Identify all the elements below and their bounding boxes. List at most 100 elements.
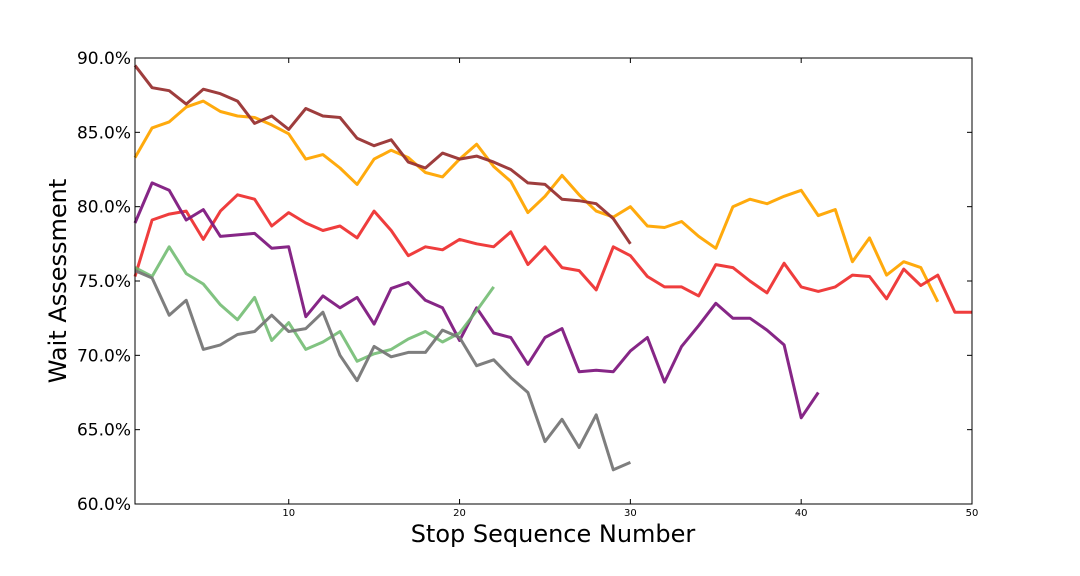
data-point xyxy=(424,351,427,354)
data-point xyxy=(202,348,205,351)
data-point xyxy=(287,321,290,324)
data-point xyxy=(612,370,615,373)
series-4 xyxy=(133,181,820,420)
data-point xyxy=(748,317,751,320)
data-point xyxy=(304,348,307,351)
data-point xyxy=(304,107,307,110)
data-point xyxy=(492,285,495,288)
data-point xyxy=(885,274,888,277)
data-point xyxy=(612,245,615,248)
data-point xyxy=(339,306,342,309)
y-tick-label: 65.0% xyxy=(77,421,131,441)
data-point xyxy=(373,158,376,161)
data-point xyxy=(356,183,359,186)
data-point xyxy=(185,219,188,222)
y-axis-title: Wait Assessment xyxy=(44,179,72,384)
data-point xyxy=(458,332,461,335)
data-point xyxy=(800,189,803,192)
data-point xyxy=(202,238,205,241)
data-point xyxy=(663,226,666,229)
data-point xyxy=(800,285,803,288)
data-point xyxy=(304,327,307,330)
y-tick-label: 75.0% xyxy=(77,272,131,292)
data-point xyxy=(544,183,547,186)
data-point xyxy=(475,143,478,146)
data-point xyxy=(185,272,188,275)
data-point xyxy=(868,275,871,278)
data-point xyxy=(441,329,444,332)
data-point xyxy=(595,210,598,213)
data-point xyxy=(629,349,632,352)
y-tick-label: 60.0% xyxy=(77,495,131,515)
data-point xyxy=(697,324,700,327)
data-point xyxy=(868,236,871,239)
data-point xyxy=(407,254,410,257)
data-point xyxy=(304,158,307,161)
series-2 xyxy=(133,193,972,314)
x-tick-label: 50 xyxy=(966,508,979,519)
data-point xyxy=(185,210,188,213)
data-point xyxy=(407,351,410,354)
data-point xyxy=(441,306,444,309)
data-point xyxy=(253,232,256,235)
data-point xyxy=(168,314,171,317)
y-tick-label: 85.0% xyxy=(77,123,131,143)
series-5 xyxy=(134,245,495,363)
data-point xyxy=(458,158,461,161)
data-point xyxy=(339,354,342,357)
data-point xyxy=(424,330,427,333)
data-point xyxy=(407,338,410,341)
data-point xyxy=(356,360,359,363)
data-point xyxy=(714,247,717,250)
data-point xyxy=(151,126,154,129)
data-point xyxy=(629,242,632,245)
x-tick-label: 10 xyxy=(282,508,295,519)
data-point xyxy=(424,245,427,248)
data-point xyxy=(287,132,290,135)
data-point xyxy=(151,181,154,184)
data-point xyxy=(236,193,239,196)
data-point xyxy=(458,238,461,241)
data-point xyxy=(509,180,512,183)
data-point xyxy=(253,116,256,119)
data-point xyxy=(766,291,769,294)
data-point xyxy=(800,416,803,419)
data-point xyxy=(731,317,734,320)
data-point xyxy=(834,208,837,211)
data-point xyxy=(561,418,564,421)
data-point xyxy=(202,88,205,91)
data-point xyxy=(202,100,205,103)
data-point xyxy=(424,171,427,174)
data-point xyxy=(492,332,495,335)
data-point xyxy=(424,167,427,170)
data-point xyxy=(595,288,598,291)
data-point xyxy=(544,336,547,339)
data-point xyxy=(390,355,393,358)
data-point xyxy=(185,103,188,106)
data-point xyxy=(578,269,581,272)
data-point xyxy=(834,285,837,288)
data-point xyxy=(270,225,273,228)
data-point xyxy=(783,262,786,265)
data-point xyxy=(561,198,564,201)
data-point xyxy=(578,446,581,449)
data-point xyxy=(253,296,256,299)
data-point xyxy=(578,370,581,373)
data-point xyxy=(236,100,239,103)
y-tick-label: 90.0% xyxy=(77,49,131,69)
data-point xyxy=(185,299,188,302)
data-point xyxy=(851,260,854,263)
data-point xyxy=(390,287,393,290)
data-point xyxy=(936,300,939,303)
data-point xyxy=(390,149,393,152)
data-point xyxy=(731,266,734,269)
data-point xyxy=(902,268,905,271)
series-3 xyxy=(133,64,632,245)
data-point xyxy=(219,235,222,238)
data-point xyxy=(526,363,529,366)
data-point xyxy=(612,468,615,471)
data-point xyxy=(680,220,683,223)
data-point xyxy=(458,336,461,339)
